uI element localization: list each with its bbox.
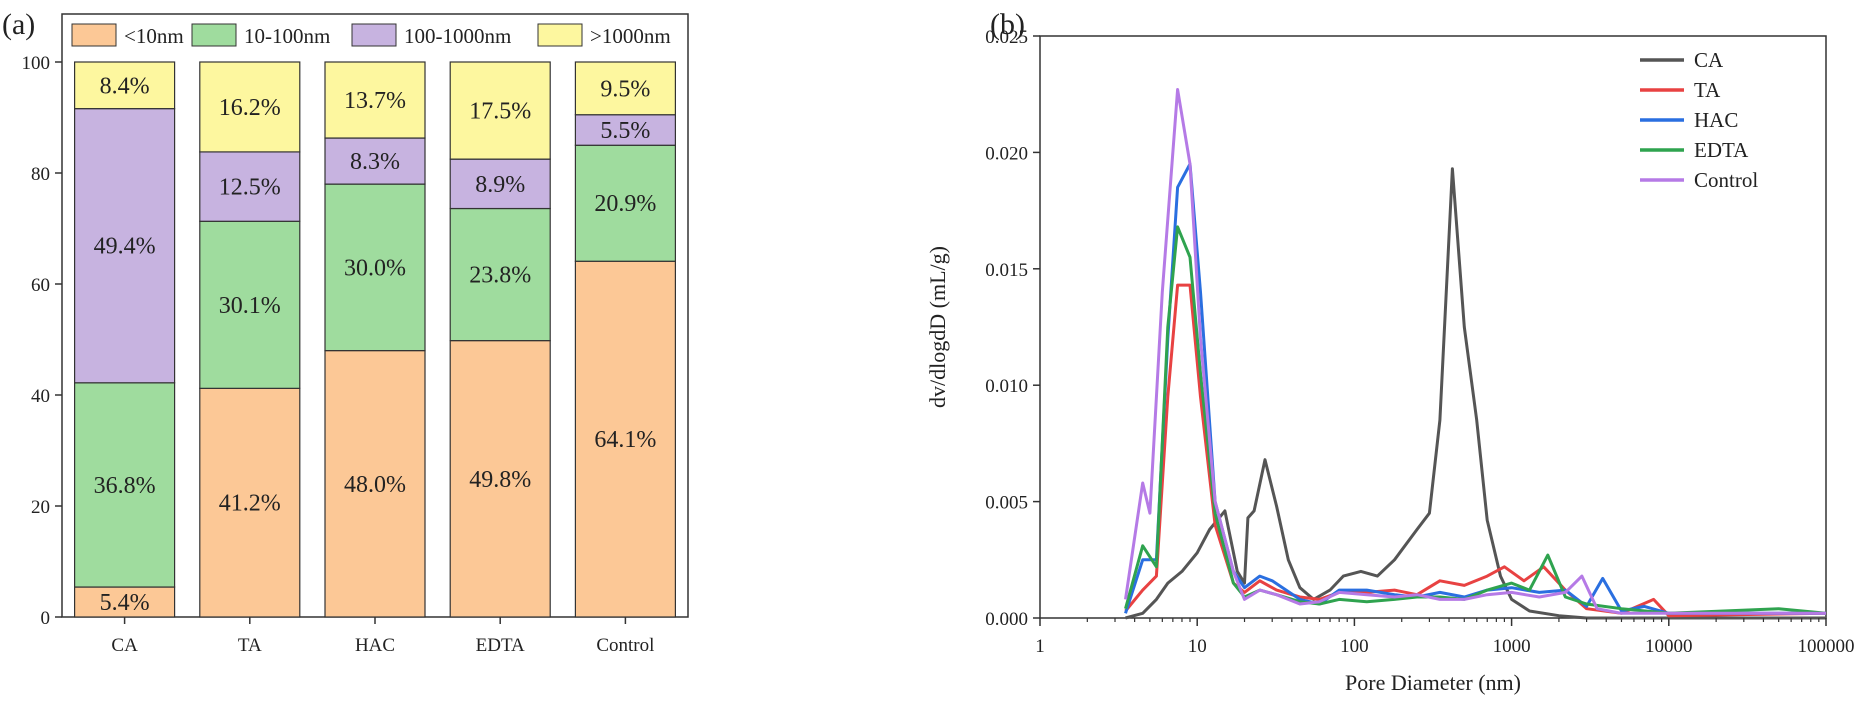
data-label: 49.4% [94,234,156,260]
legend-label: EDTA [1694,138,1749,162]
bar-segment [199,387,301,618]
x-axis-ticks: CA TA HAC EDTA Control [111,617,654,656]
bar-segment [324,137,426,185]
bar-segment [324,183,426,352]
x-axis-label: Pore Diameter (nm) [1345,670,1521,695]
data-label: 17.5% [469,99,531,125]
x-tick-label: CA [111,635,138,656]
legend-swatch [537,23,583,47]
x-tick-label: 100 [1340,636,1369,657]
data-label: 16.2% [219,95,281,121]
panel-a-label: (a) [2,8,35,41]
y-tick-label: 20 [31,497,50,518]
bar-segment [199,220,301,389]
bar-segment [324,61,426,139]
data-label: 5.5% [600,118,650,144]
y-tick-label: 0.010 [985,376,1028,397]
bar-segment [574,61,677,116]
legend-label: HAC [1694,108,1738,132]
bar-segment [449,158,551,210]
series-line-ca [1125,167,1826,620]
y-tick-label: 0.025 [985,27,1028,48]
data-label: 30.0% [344,255,406,281]
series-lines [1124,88,1827,620]
bar-segment [199,151,301,222]
y-tick-label: 100 [22,53,51,74]
data-label: 8.9% [475,172,525,198]
legend-swatch [191,23,237,47]
data-label: 20.9% [594,191,656,217]
x-tick-label: 10000 [1645,636,1693,657]
y-tick-label: 0.015 [985,260,1028,281]
y-tick-label: 0.005 [985,493,1028,514]
x-tick-label: 10 [1188,636,1207,657]
x-tick-label: HAC [355,635,395,656]
x-tick-label: 100000 [1798,636,1855,657]
legend-label: 100-1000nm [404,24,511,48]
data-label: 64.1% [594,427,656,453]
series-line-hac [1124,162,1826,615]
data-label: 5.4% [100,590,150,616]
y-tick-label: 0.020 [985,143,1028,164]
stacked-bar-chart: 5.4% 36.8% 49.4% 8.4% 41.2% 30.1% 12.5% 16.2% 48… [22,13,689,656]
legend: <10nm 10-100nm 100-1000nm >1000nm [71,23,671,48]
bar-segment [73,586,176,618]
y-tick-label: 60 [31,275,50,296]
data-label: 8.3% [350,149,400,175]
legend-label: Control [1694,168,1758,192]
data-label: 48.0% [344,472,406,498]
y-tick-label: 0.000 [985,609,1028,630]
bar-segment [73,108,176,384]
bar-segment [449,207,551,342]
data-label: 36.8% [94,473,156,499]
line-chart: 0.000 0.005 0.010 0.015 0.020 0.025 1 10 100 100… [925,27,1855,695]
data-label: 9.5% [600,76,650,102]
legend-label: 10-100nm [244,24,330,48]
legend: CA TA HAC EDTA Control [1640,48,1758,192]
data-label: 49.8% [469,467,531,493]
legend-label: CA [1694,48,1724,72]
y-tick-label: 80 [31,164,50,185]
series-line-control [1124,88,1826,615]
y-axis-ticks: 0.000 0.005 0.010 0.015 0.020 0.025 [985,27,1040,630]
legend-label: >1000nm [590,24,671,48]
x-tick-label: 1000 [1493,636,1531,657]
bars-group: 5.4% 36.8% 49.4% 8.4% 41.2% 30.1% 12.5% 16.2% 48… [73,61,677,618]
data-label: 13.7% [344,88,406,114]
y-axis-ticks: 0 20 40 60 80 100 [22,53,62,629]
bar-segment [574,114,677,146]
legend-label: <10nm [124,24,184,48]
bar-segment [449,61,551,160]
bar-segment [574,144,677,262]
x-tick-label: EDTA [476,635,525,656]
y-axis-label: dv/dlogdD (mL/g) [925,246,950,408]
panel-b-label: (b) [990,8,1025,41]
y-tick-label: 40 [31,386,50,407]
x-tick-label: Control [596,635,654,656]
plot-area-frame [1039,35,1827,619]
x-axis-ticks: 1 10 100 1000 10000 100000 [1035,618,1855,657]
series-line-edta [1124,225,1827,615]
legend-label: TA [1694,78,1721,102]
data-label: 30.1% [219,293,281,319]
bar-segment [324,350,426,618]
data-label: 8.4% [100,73,150,99]
legend-swatch [351,23,397,47]
data-label: 23.8% [469,263,531,289]
data-label: 12.5% [219,175,281,201]
legend-swatch [71,23,117,47]
y-tick-label: 0 [41,608,51,629]
bar-segment [73,61,176,110]
x-tick-label: 1 [1035,636,1045,657]
bar-segment [199,61,301,153]
data-label: 41.2% [219,491,281,517]
bar-segment [574,260,677,618]
x-tick-label: TA [238,635,262,656]
